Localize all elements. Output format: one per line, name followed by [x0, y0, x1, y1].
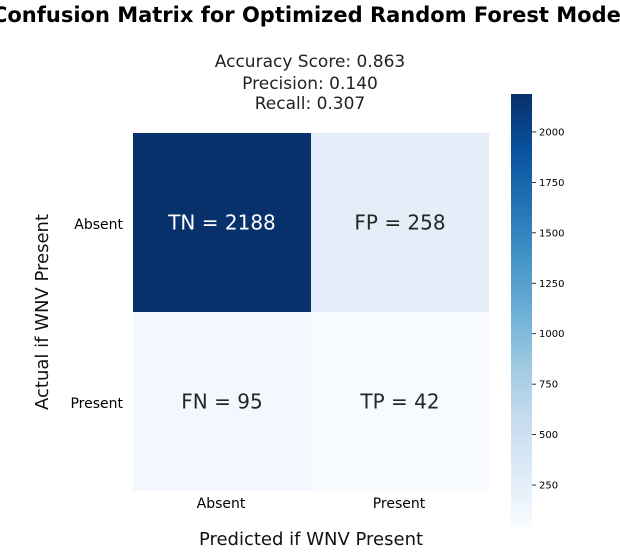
heatmap-cells	[133, 133, 489, 491]
heatmap-cell-actual-absent-predicted-absent	[133, 133, 311, 312]
recall-text: Recall: 0.307	[255, 94, 366, 114]
heatmap-cell-actual-present-predicted-absent	[133, 312, 311, 491]
x-tick-label-absent: Absent	[197, 496, 246, 512]
colorbar-tick-label-2000: 2000	[539, 127, 564, 138]
y-tick-label-present: Present	[70, 396, 123, 412]
y-tick-label-absent: Absent	[74, 217, 123, 233]
chart-title: Confusion Matrix for Optimized Random Fo…	[0, 3, 620, 27]
colorbar-tick-label-500: 500	[539, 430, 558, 441]
cell-label-fn: FN = 95	[181, 390, 262, 414]
colorbar-ticks: 250 500 750 1000 1250 1500 1750 2000	[532, 127, 564, 492]
cell-label-tp: TP = 42	[359, 390, 439, 414]
colorbar	[511, 94, 532, 527]
y-axis-label: Actual if WNV Present	[32, 214, 53, 410]
colorbar-tick-label-1000: 1000	[539, 329, 564, 340]
cell-label-fp: FP = 258	[354, 211, 445, 235]
cell-label-tn: TN = 2188	[167, 211, 276, 235]
colorbar-tick-label-1250: 1250	[539, 279, 564, 290]
heatmap-cell-actual-present-predicted-present	[311, 312, 489, 491]
accuracy-score-text: Accuracy Score: 0.863	[215, 52, 405, 72]
heatmap-cell-actual-absent-predicted-present	[311, 133, 489, 312]
x-tick-label-present: Present	[373, 496, 426, 512]
x-axis-label: Predicted if WNV Present	[199, 529, 423, 550]
precision-text: Precision: 0.140	[242, 74, 378, 94]
colorbar-tick-label-250: 250	[539, 481, 558, 492]
colorbar-tick-label-750: 750	[539, 380, 558, 391]
heatmap-cell-labels: TN = 2188 FP = 258 FN = 95 TP = 42	[167, 211, 445, 414]
colorbar-tick-label-1750: 1750	[539, 178, 564, 189]
colorbar-tick-label-1500: 1500	[539, 228, 564, 239]
